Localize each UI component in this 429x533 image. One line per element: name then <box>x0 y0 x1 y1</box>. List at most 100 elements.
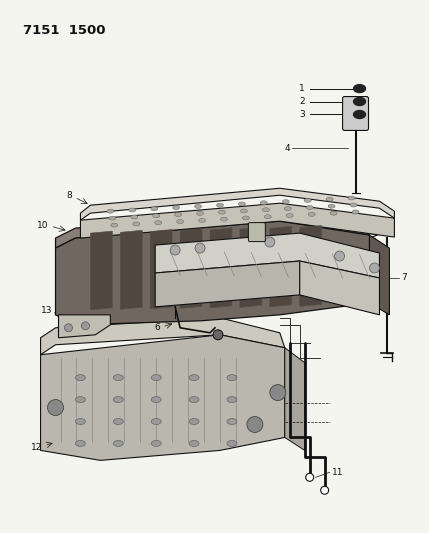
Ellipse shape <box>175 213 181 216</box>
Circle shape <box>320 486 329 494</box>
Ellipse shape <box>153 214 160 218</box>
Polygon shape <box>58 315 110 338</box>
Ellipse shape <box>330 211 337 215</box>
Text: 11: 11 <box>332 468 343 477</box>
Ellipse shape <box>189 397 199 402</box>
Ellipse shape <box>221 217 227 221</box>
Ellipse shape <box>240 209 248 213</box>
Circle shape <box>195 243 205 253</box>
Ellipse shape <box>326 197 333 201</box>
Circle shape <box>265 237 275 247</box>
Circle shape <box>306 473 314 481</box>
Ellipse shape <box>113 418 123 424</box>
Polygon shape <box>155 233 380 278</box>
Polygon shape <box>80 203 394 238</box>
Ellipse shape <box>348 196 355 200</box>
Ellipse shape <box>76 440 85 447</box>
Ellipse shape <box>227 418 237 424</box>
Polygon shape <box>91 231 112 310</box>
Circle shape <box>335 251 344 261</box>
Ellipse shape <box>353 85 366 93</box>
Ellipse shape <box>151 418 161 424</box>
Text: 7: 7 <box>402 273 407 282</box>
Ellipse shape <box>177 220 184 223</box>
Ellipse shape <box>353 110 366 118</box>
Text: 5: 5 <box>142 229 148 238</box>
Ellipse shape <box>151 397 161 402</box>
Ellipse shape <box>286 214 293 217</box>
Text: 10: 10 <box>37 221 48 230</box>
Circle shape <box>213 330 223 340</box>
Ellipse shape <box>76 375 85 381</box>
Polygon shape <box>55 211 369 248</box>
Ellipse shape <box>282 200 289 204</box>
Text: 13: 13 <box>41 306 52 316</box>
Ellipse shape <box>107 209 114 213</box>
Ellipse shape <box>242 216 249 220</box>
Ellipse shape <box>196 212 203 215</box>
Polygon shape <box>285 348 305 450</box>
Polygon shape <box>55 221 369 325</box>
Ellipse shape <box>189 440 199 447</box>
Text: 1: 1 <box>299 84 305 93</box>
Text: 2: 2 <box>299 97 305 106</box>
Ellipse shape <box>227 375 237 381</box>
Ellipse shape <box>133 222 140 226</box>
Polygon shape <box>240 227 262 308</box>
Ellipse shape <box>189 418 199 424</box>
Text: 8: 8 <box>67 191 73 200</box>
Ellipse shape <box>131 215 138 219</box>
Ellipse shape <box>113 375 123 381</box>
Polygon shape <box>300 261 380 315</box>
Ellipse shape <box>76 418 85 424</box>
Ellipse shape <box>308 212 315 216</box>
Ellipse shape <box>76 397 85 402</box>
Ellipse shape <box>264 215 271 219</box>
Circle shape <box>247 416 263 432</box>
Ellipse shape <box>227 440 237 447</box>
Circle shape <box>170 245 180 255</box>
FancyBboxPatch shape <box>343 96 369 131</box>
Ellipse shape <box>260 201 267 205</box>
Text: 6: 6 <box>154 324 160 332</box>
Polygon shape <box>150 230 172 309</box>
Text: 12: 12 <box>31 443 42 452</box>
Ellipse shape <box>111 223 118 227</box>
Ellipse shape <box>284 207 291 211</box>
Polygon shape <box>210 228 232 308</box>
FancyBboxPatch shape <box>248 223 265 241</box>
Circle shape <box>270 385 286 401</box>
Ellipse shape <box>155 221 162 225</box>
Ellipse shape <box>217 203 224 207</box>
Ellipse shape <box>352 210 359 214</box>
Ellipse shape <box>306 205 313 209</box>
Polygon shape <box>41 318 285 355</box>
Ellipse shape <box>129 208 136 212</box>
Ellipse shape <box>353 98 366 106</box>
Polygon shape <box>120 230 142 309</box>
Polygon shape <box>180 229 202 309</box>
Ellipse shape <box>227 397 237 402</box>
Polygon shape <box>300 225 322 306</box>
Polygon shape <box>369 235 390 315</box>
Ellipse shape <box>151 440 161 447</box>
Text: 9: 9 <box>280 231 286 240</box>
Text: 7151  1500: 7151 1500 <box>23 24 105 37</box>
Circle shape <box>48 400 63 416</box>
Circle shape <box>82 322 89 330</box>
Ellipse shape <box>239 202 245 206</box>
Ellipse shape <box>189 375 199 381</box>
Polygon shape <box>155 261 300 307</box>
Circle shape <box>369 263 380 273</box>
Text: 4: 4 <box>284 144 290 153</box>
Polygon shape <box>80 188 394 220</box>
Ellipse shape <box>328 204 335 208</box>
Polygon shape <box>270 227 292 307</box>
Ellipse shape <box>113 440 123 447</box>
Ellipse shape <box>172 206 180 209</box>
Circle shape <box>64 324 73 332</box>
Ellipse shape <box>151 375 161 381</box>
Ellipse shape <box>199 219 205 222</box>
Ellipse shape <box>350 203 357 207</box>
Polygon shape <box>41 335 285 461</box>
